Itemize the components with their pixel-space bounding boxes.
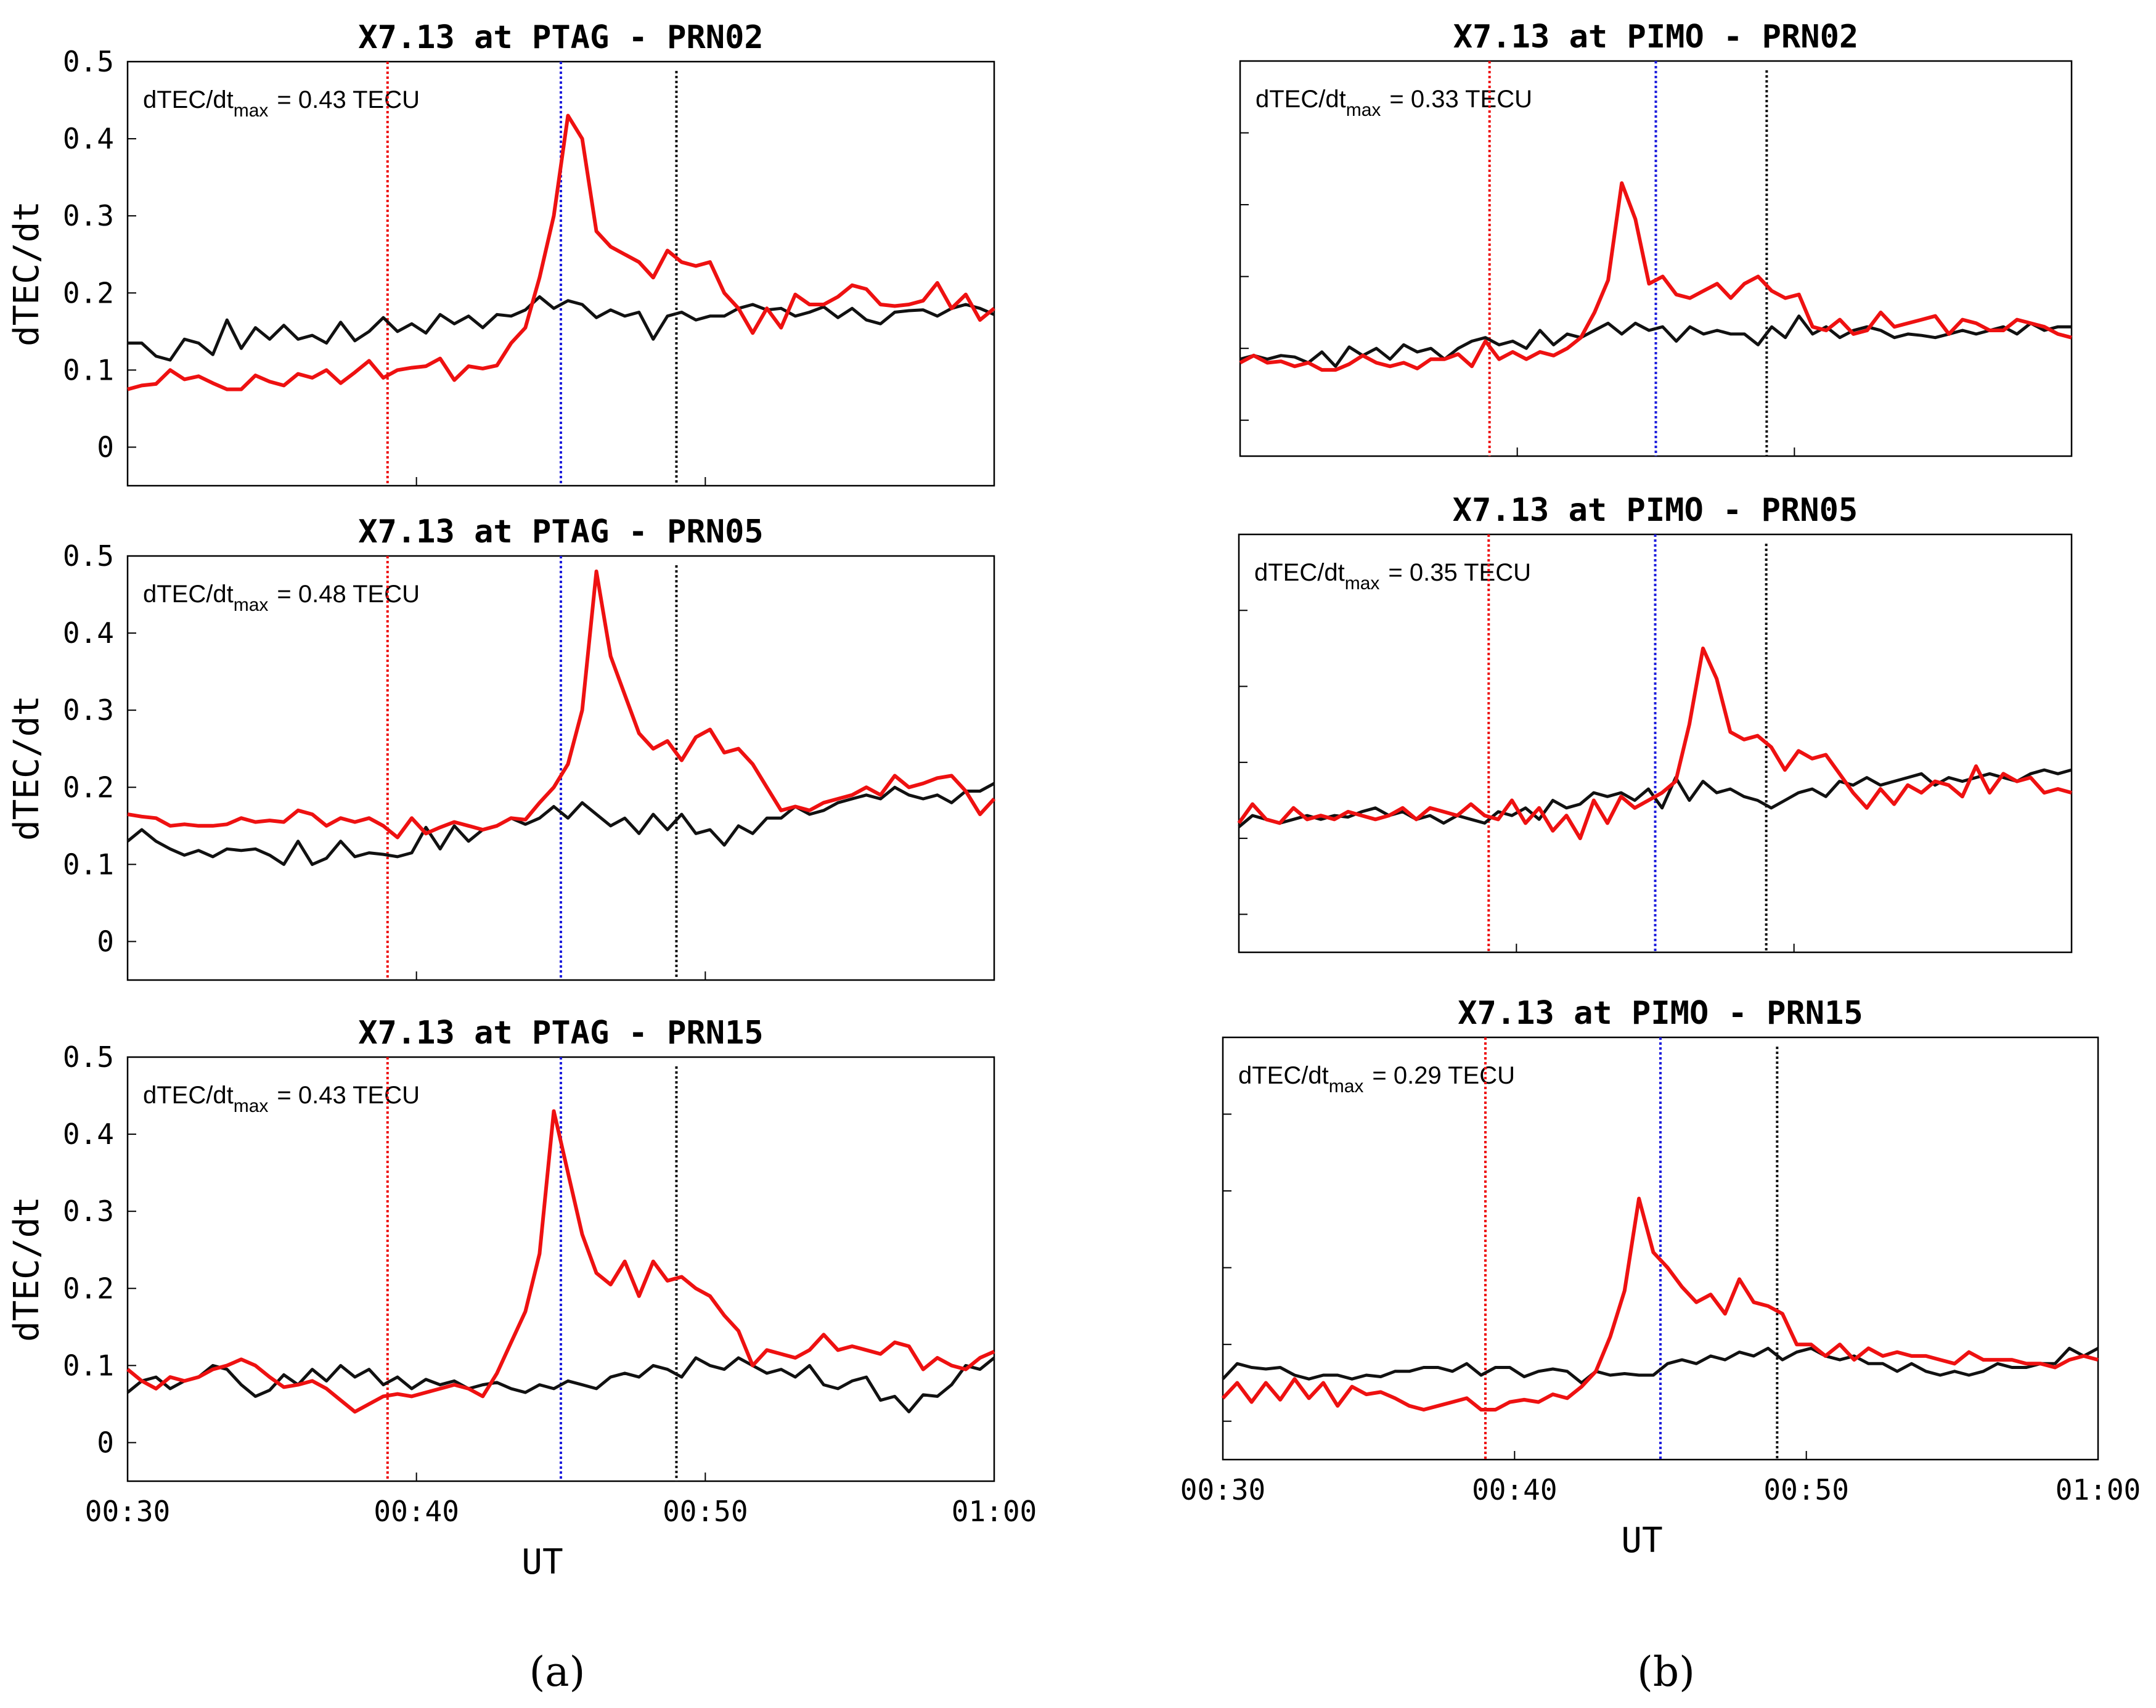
- max-annotation: dTEC/dtmax = 0.48 TECU: [143, 581, 420, 615]
- x-tick-label: 00:40: [1472, 1473, 1557, 1506]
- annotation-subscript: max: [1345, 573, 1380, 594]
- y-tick-label: 0.1: [63, 848, 114, 881]
- annotation-subscript: max: [1346, 100, 1381, 120]
- series-line-reference: [1222, 1346, 2099, 1384]
- chart-title: X7.13 at PIMO - PRN02: [1453, 18, 1858, 55]
- x-axis-label: UT: [521, 1542, 563, 1582]
- x-tick-label: 00:50: [1763, 1473, 1848, 1506]
- max-annotation: dTEC/dtmax = 0.35 TECU: [1254, 559, 1531, 594]
- y-tick-label: 0.2: [63, 276, 114, 309]
- y-tick-label: 0: [97, 1426, 114, 1459]
- y-axis-label: dTEC/dt: [7, 695, 47, 841]
- y-tick-label: 0.2: [63, 770, 114, 804]
- series-line-reference: [1239, 314, 2072, 368]
- y-tick-label: 0.5: [63, 539, 114, 573]
- chart-title: X7.13 at PTAG - PRN15: [358, 1015, 763, 1052]
- series-line-reference: [126, 782, 995, 866]
- y-tick-label: 0: [97, 925, 114, 958]
- series-line-flare: [126, 1109, 995, 1414]
- chart-panel-5: X7.13 at PIMO - PRN05 dTEC/dtmax = 0.35 TE…: [1237, 492, 2073, 954]
- y-tick-label: 0.1: [63, 353, 114, 386]
- max-annotation: dTEC/dtmax = 0.43 TECU: [143, 1082, 420, 1116]
- chart-panel-6: X7.13 at PIMO - PRN15 00:30 00:40 00:50 01:0…: [1180, 995, 2141, 1561]
- annotation-value: = 0.48 TECU: [277, 581, 420, 608]
- annotation-value: = 0.29 TECU: [1372, 1062, 1515, 1089]
- annotation-prefix: dTEC/dt: [1238, 1062, 1329, 1089]
- x-tick-label: 01:00: [952, 1495, 1037, 1528]
- annotation-prefix: dTEC/dt: [143, 86, 234, 113]
- chart-title: X7.13 at PIMO - PRN15: [1458, 995, 1863, 1032]
- series-line-flare: [1239, 181, 2072, 372]
- x-tick-label: 01:00: [2056, 1473, 2141, 1506]
- max-annotation: dTEC/dtmax = 0.29 TECU: [1238, 1062, 1515, 1097]
- y-axis-label: dTEC/dt: [7, 1196, 47, 1342]
- panel-label-b: (b): [1637, 1648, 1695, 1696]
- y-tick-label: 0.4: [63, 616, 114, 650]
- x-tick-label: 00:30: [1180, 1473, 1265, 1506]
- y-tick-label: 0.2: [63, 1272, 114, 1305]
- annotation-value: = 0.43 TECU: [277, 86, 420, 113]
- y-tick-label: 0.3: [63, 693, 114, 727]
- y-axis-label: dTEC/dt: [7, 201, 47, 346]
- annotation-value: = 0.33 TECU: [1389, 86, 1532, 113]
- chart-panel-1: X7.13 at PTAG - PRN02 0 0.1 0.2 0.3 0.4 0.5 dTE…: [7, 19, 995, 487]
- max-annotation: dTEC/dtmax = 0.43 TECU: [143, 86, 420, 121]
- series-line-flare: [1221, 1196, 2099, 1412]
- chart-panel-4: X7.13 at PIMO - PRN02 dTEC/dtmax = 0.33 TE…: [1239, 18, 2073, 457]
- chart-title: X7.13 at PTAG - PRN02: [358, 19, 763, 56]
- chart-panel-3: X7.13 at PTAG - PRN15 0 0.1 0.2 0.3 0.4 0.5 00:…: [7, 1015, 1037, 1582]
- chart-panel-2: X7.13 at PTAG - PRN05 0 0.1 0.2 0.3 0.4 0.5 dTE…: [7, 513, 996, 981]
- y-tick-label: 0.4: [63, 1118, 114, 1151]
- x-tick-label: 00:50: [663, 1495, 748, 1528]
- annotation-subscript: max: [234, 1096, 269, 1116]
- annotation-subscript: max: [1329, 1076, 1364, 1097]
- annotation-prefix: dTEC/dt: [1254, 559, 1345, 586]
- series-line-flare: [1237, 646, 2072, 841]
- y-tick-label: 0.3: [63, 1195, 114, 1228]
- chart-title: X7.13 at PIMO - PRN05: [1453, 492, 1858, 529]
- max-annotation: dTEC/dtmax = 0.33 TECU: [1256, 86, 1532, 120]
- annotation-prefix: dTEC/dt: [143, 1082, 234, 1109]
- annotation-value: = 0.35 TECU: [1388, 559, 1531, 586]
- plot-frame: [1222, 1036, 2099, 1461]
- annotation-prefix: dTEC/dt: [143, 581, 234, 608]
- series-line-reference: [126, 1356, 995, 1413]
- series-line-reference: [128, 295, 995, 362]
- y-tick-label: 0.1: [63, 1349, 114, 1382]
- series-line-flare: [127, 113, 995, 391]
- y-tick-label: 0.5: [63, 1040, 114, 1074]
- series-line-flare: [127, 570, 996, 840]
- annotation-value: = 0.43 TECU: [277, 1082, 420, 1109]
- annotation-subscript: max: [234, 595, 269, 615]
- y-tick-label: 0: [97, 430, 114, 464]
- y-tick-label: 0.4: [63, 122, 114, 155]
- annotation-subscript: max: [234, 100, 269, 121]
- panel-label-a: (a): [529, 1648, 586, 1696]
- chart-title: X7.13 at PTAG - PRN05: [358, 513, 763, 550]
- x-tick-label: 00:30: [85, 1495, 170, 1528]
- annotation-prefix: dTEC/dt: [1256, 86, 1346, 113]
- x-tick-label: 00:40: [374, 1495, 459, 1528]
- x-axis-label: UT: [1621, 1521, 1662, 1561]
- y-tick-label: 0.3: [63, 199, 114, 232]
- y-tick-label: 0.5: [63, 45, 114, 78]
